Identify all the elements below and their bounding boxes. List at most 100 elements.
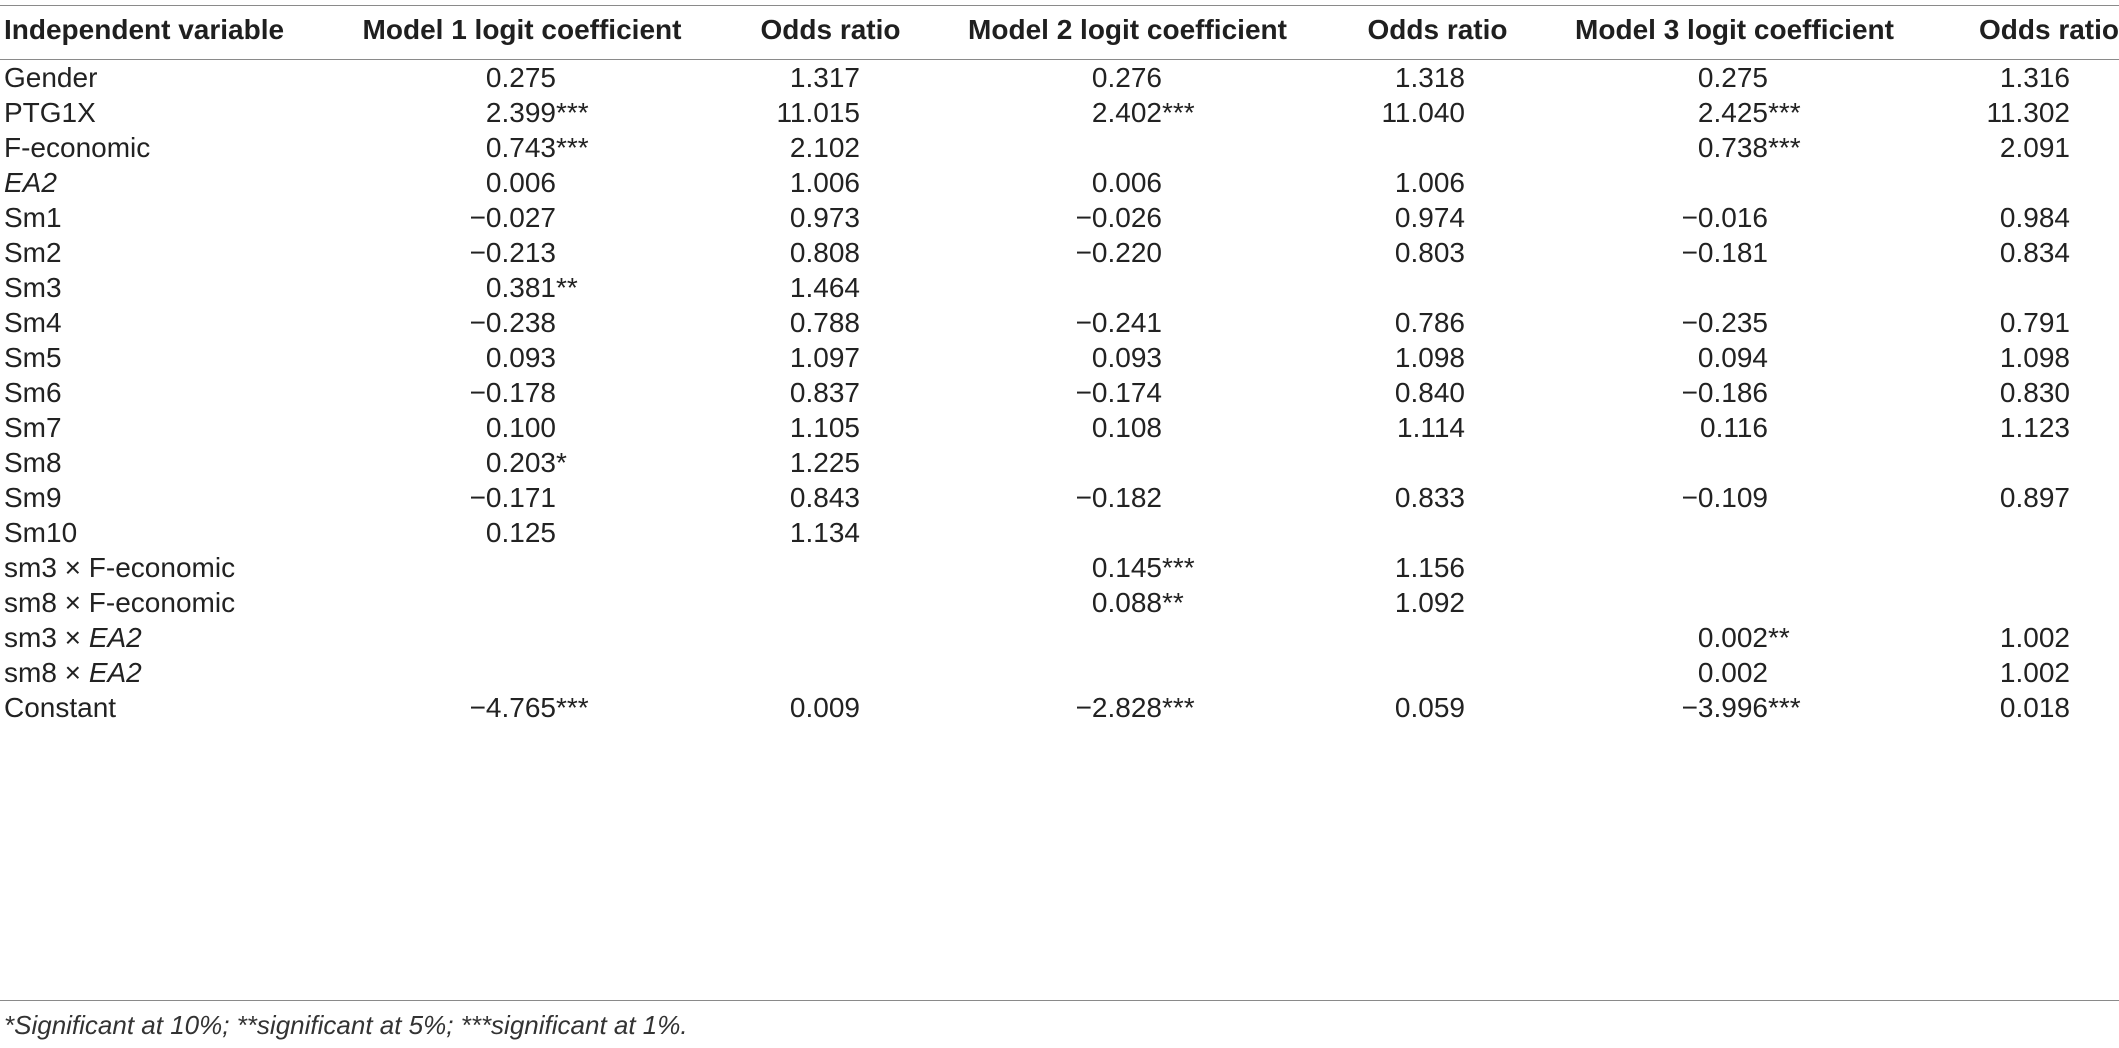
model2-coefficient: −0.241 [1042, 299, 1242, 346]
model1-coefficient: −0.171 [436, 474, 636, 521]
row-variable: PTG1X [4, 89, 96, 136]
row-variable-text: Sm8 [4, 447, 62, 478]
row-variable: F-economic [4, 124, 150, 171]
model3-coefficient-value: −0.235 [1681, 307, 1768, 338]
model3-odds-ratio: 0.984 [1999, 202, 2070, 233]
model3-coefficient: −0.016 [1648, 194, 1848, 241]
table-row: Sm6 −0.178 0.837 −0.174 0.840 −0.186 0.830 [0, 369, 2119, 416]
table-row: sm3 × EA2 0.002** 1.002 [0, 614, 2119, 661]
model3-coefficient: 0.094 [1648, 334, 1848, 381]
model2-coefficient-value: −0.026 [1075, 202, 1162, 233]
model3-coefficient: −0.109 [1648, 474, 1848, 521]
model3-significance-stars: *** [1768, 97, 1801, 128]
header-model2-coef: Model 2 logit coefficient [968, 14, 1287, 45]
model2-odds-ratio: 1.098 [1394, 342, 1465, 373]
row-variable: Sm10 [4, 509, 77, 556]
model2-coefficient: −2.828*** [1042, 684, 1242, 731]
model1-significance-stars: * [556, 447, 567, 478]
model2-coefficient: 0.088** [1042, 579, 1242, 626]
row-variable-text: Constant [4, 692, 117, 723]
table-footnote: *Significant at 10%; **significant at 5%… [4, 1010, 688, 1040]
model2-coefficient-value: −0.174 [1075, 377, 1162, 408]
model3-coefficient-value: −0.186 [1681, 377, 1768, 408]
model3-coefficient: 0.002** [1648, 614, 1848, 661]
model3-significance-stars: ** [1768, 622, 1790, 653]
model1-odds-ratio: 0.788 [789, 307, 860, 338]
row-variable-text: sm3 × F-economic [4, 552, 236, 583]
model2-coefficient-value: −0.241 [1075, 307, 1162, 338]
model3-odds-ratio: 0.018 [1999, 692, 2070, 723]
row-variable-text: Sm1 [4, 202, 62, 233]
model3-coefficient-value: 0.275 [1697, 62, 1768, 93]
table-row: Sm2 −0.213 0.808 −0.220 0.803 −0.181 0.834 [0, 229, 2119, 276]
model2-coefficient: 0.145*** [1042, 544, 1242, 591]
header-independent-variable: Independent variable [4, 14, 285, 45]
model2-odds-ratio: 1.092 [1394, 587, 1465, 618]
model1-odds-ratio: 0.808 [789, 237, 860, 268]
model2-coefficient: 0.108 [1042, 404, 1242, 451]
table-row: Gender 0.275 1.317 0.276 1.318 0.275 1.316 [0, 54, 2119, 101]
model1-significance-stars: *** [556, 97, 589, 128]
header-model3-odds: Odds ratio [1978, 14, 2119, 45]
row-variable-italic: EA2 [4, 167, 57, 198]
row-variable-text: Sm5 [4, 342, 62, 373]
model3-coefficient: −0.235 [1648, 299, 1848, 346]
model3-odds-ratio: 1.123 [1999, 412, 2070, 443]
table-row: Sm4 −0.238 0.788 −0.241 0.786 −0.235 0.791 [0, 299, 2119, 346]
model1-coefficient: 0.093 [436, 334, 636, 381]
row-variable-text: sm3 × [4, 622, 89, 653]
table-row: sm8 × EA2 0.002 1.002 [0, 649, 2119, 696]
model1-coefficient: 2.399*** [436, 89, 636, 136]
row-variable: Sm9 [4, 474, 62, 521]
model1-odds-ratio: 0.973 [789, 202, 860, 233]
model1-odds-ratio: 1.317 [789, 62, 860, 93]
model3-odds-ratio: 0.897 [1999, 482, 2070, 513]
model1-coefficient-value: 0.203 [485, 447, 556, 478]
model3-coefficient-value: 0.002 [1697, 622, 1768, 653]
model1-coefficient-value: 0.381 [485, 272, 556, 303]
model2-odds-ratio: 1.114 [1397, 412, 1465, 443]
model1-coefficient-value: −0.178 [469, 377, 556, 408]
model1-coefficient-value: 0.275 [485, 62, 556, 93]
model2-coefficient-value: 0.006 [1091, 167, 1162, 198]
model2-coefficient-value: 0.276 [1091, 62, 1162, 93]
model1-coefficient: 0.203* [436, 439, 636, 486]
model1-coefficient-value: 0.100 [485, 412, 556, 443]
row-variable-text: Sm7 [4, 412, 62, 443]
model2-odds-ratio: 1.006 [1394, 167, 1465, 198]
model2-coefficient-value: −0.220 [1075, 237, 1162, 268]
model2-odds-ratio: 11.040 [1381, 97, 1465, 128]
model3-odds-ratio: 2.091 [1999, 132, 2070, 163]
model2-coefficient: −0.026 [1042, 194, 1242, 241]
model1-coefficient-value: 0.125 [485, 517, 556, 548]
model1-odds-ratio: 0.843 [789, 482, 860, 513]
model1-coefficient: 0.006 [436, 159, 636, 206]
row-variable: Sm3 [4, 264, 62, 311]
model3-coefficient-value: 0.002 [1697, 657, 1768, 688]
model3-odds-ratio: 1.002 [1999, 657, 2070, 688]
model3-coefficient: 0.002 [1648, 649, 1848, 696]
model2-odds-ratio: 0.974 [1394, 202, 1465, 233]
model1-coefficient-value: −4.765 [469, 692, 556, 723]
model3-odds-ratio: 0.830 [1999, 377, 2070, 408]
row-variable-text: Sm4 [4, 307, 62, 338]
row-variable-italic: EA2 [88, 657, 142, 688]
model3-odds-ratio: 1.098 [1999, 342, 2070, 373]
row-variable-text: F-economic [4, 132, 151, 163]
row-variable: Sm7 [4, 404, 62, 451]
row-variable: Sm2 [4, 229, 62, 276]
model2-coefficient-value: 0.093 [1091, 342, 1162, 373]
table-row: sm3 × F-economic 0.145*** 1.156 [0, 544, 2119, 591]
model2-coefficient: 0.276 [1042, 54, 1242, 101]
model1-odds-ratio: 1.006 [789, 167, 860, 198]
model3-significance-stars: *** [1768, 132, 1801, 163]
model3-coefficient: 0.116 [1648, 404, 1848, 451]
model2-coefficient: 2.402*** [1042, 89, 1242, 136]
table-row: Constant −4.765*** 0.009 −2.828*** 0.059 −3.9… [0, 684, 2119, 731]
row-variable-text: Gender [4, 62, 98, 93]
model1-coefficient-value: 0.006 [485, 167, 556, 198]
model1-coefficient: 0.381** [436, 264, 636, 311]
model3-coefficient: −3.996*** [1648, 684, 1848, 731]
model3-coefficient-value: −0.109 [1681, 482, 1768, 513]
model1-coefficient: −0.178 [436, 369, 636, 416]
